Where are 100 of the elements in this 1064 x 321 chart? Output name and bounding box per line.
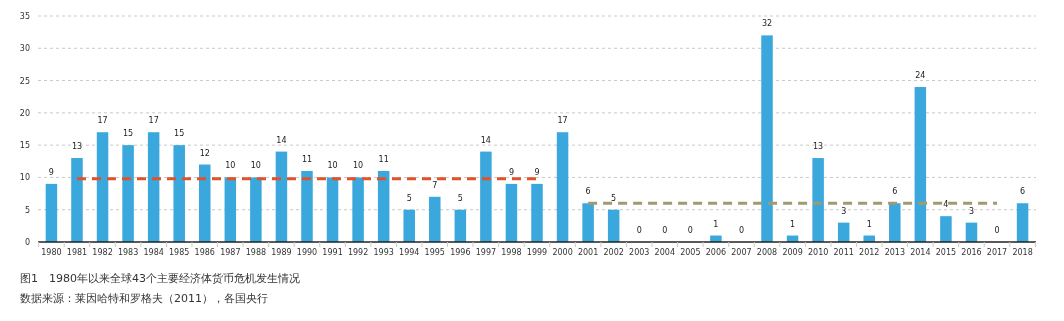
bar (199, 164, 211, 242)
data-label: 5 (457, 193, 463, 203)
x-tick-label: 2003 (629, 247, 650, 257)
x-tick-label: 2011 (833, 247, 854, 257)
x-tick-label: 2017 (986, 247, 1008, 257)
y-tick-label: 25 (19, 76, 30, 86)
data-label: 14 (480, 135, 491, 145)
data-label: 3 (841, 206, 847, 216)
x-tick-label: 1992 (347, 247, 369, 257)
x-tick-label: 1983 (117, 247, 139, 257)
data-label: 17 (97, 116, 108, 126)
x-tick-label: 2006 (705, 247, 727, 257)
data-label: 13 (813, 142, 824, 152)
y-tick-label: 10 (19, 173, 30, 183)
data-label: 17 (148, 116, 159, 126)
x-tick-label: 2004 (654, 247, 675, 257)
bar (326, 177, 339, 242)
x-tick-label: 1999 (526, 247, 548, 257)
x-tick-label: 2009 (782, 247, 803, 257)
data-label: 1 (713, 219, 719, 229)
bar (301, 170, 313, 242)
bar (505, 183, 518, 242)
data-label: 17 (557, 116, 568, 126)
x-tick-label: 1994 (399, 247, 420, 257)
data-label: 10 (225, 161, 236, 171)
data-label: 1 (790, 219, 796, 229)
caption: 图1 1980年以来全球43个主要经济体货币危机发生情况 (20, 272, 300, 285)
x-tick-label: 2010 (807, 247, 829, 257)
data-label: 12 (199, 148, 210, 158)
bar (582, 203, 594, 242)
x-tick-label: 1980 (41, 247, 62, 257)
data-label: 5 (406, 193, 412, 203)
data-label: 7 (432, 180, 438, 190)
y-tick-label: 15 (19, 141, 30, 151)
x-tick-label: 1981 (66, 247, 88, 257)
x-tick-label: 1997 (475, 247, 497, 257)
bar (812, 158, 824, 242)
x-tick-label: 2015 (935, 247, 957, 257)
bar (429, 196, 441, 242)
bar (914, 87, 927, 242)
x-tick-label: 1990 (296, 247, 318, 257)
bar (250, 177, 262, 242)
x-tick-label: 1995 (424, 247, 445, 257)
bar (454, 209, 467, 242)
data-label: 9 (48, 167, 54, 177)
data-label: 6 (585, 187, 591, 197)
bar (889, 203, 901, 242)
bar (531, 183, 543, 242)
x-tick-label: 2005 (680, 247, 701, 257)
x-tick-label: 2014 (910, 247, 931, 257)
x-tick-label: 1984 (143, 247, 164, 257)
x-tick-label: 1982 (92, 247, 113, 257)
x-tick-label: 1987 (220, 247, 241, 257)
data-label: 0 (662, 226, 668, 235)
bar (1016, 203, 1029, 242)
x-tick-label: 2001 (577, 247, 599, 257)
data-label: 10 (327, 161, 338, 171)
data-label: 10 (250, 161, 261, 171)
x-tick-label: 1988 (245, 247, 267, 257)
data-label: 9 (508, 167, 514, 177)
y-tick-label: 35 (19, 12, 30, 22)
x-tick-label: 1993 (373, 247, 394, 257)
x-tick-label: 2018 (1012, 247, 1033, 257)
x-tick-label: 2008 (756, 247, 778, 257)
bar (122, 145, 134, 242)
bar (224, 177, 237, 242)
data-label: 3 (968, 206, 975, 216)
data-label: 11 (378, 154, 389, 164)
bar (940, 216, 952, 242)
data-label: 0 (687, 226, 693, 235)
data-label: 6 (892, 187, 898, 197)
x-tick-label: 2000 (552, 247, 573, 257)
x-tick-label: 1998 (501, 247, 522, 257)
x-tick-label: 2007 (731, 247, 752, 257)
data-label: 13 (71, 142, 83, 152)
bar (173, 145, 185, 242)
x-tick-label: 2013 (884, 247, 905, 257)
data-label: 32 (761, 19, 773, 29)
source-note: 数据来源：莱因哈特和罗格夫（2011），各国央行 (20, 292, 268, 305)
data-label: 10 (353, 161, 364, 171)
data-label: 0 (636, 226, 642, 235)
x-tick-label: 1991 (322, 247, 343, 257)
data-label: 1 (866, 219, 872, 229)
bar (96, 132, 109, 242)
data-label: 15 (174, 129, 185, 139)
x-tick-label: 1989 (271, 247, 292, 257)
data-label: 15 (122, 129, 134, 139)
bar (403, 209, 415, 242)
data-label: 4 (943, 200, 949, 210)
data-label: 14 (276, 135, 287, 145)
bar (147, 132, 160, 242)
bar (275, 151, 288, 242)
bar (607, 209, 620, 242)
bar (761, 35, 773, 242)
y-tick-label: 5 (24, 205, 30, 215)
bar (352, 177, 364, 242)
bar (556, 132, 569, 242)
x-tick-label: 1985 (169, 247, 190, 257)
y-tick-label: 20 (19, 108, 30, 118)
data-label: 6 (1020, 187, 1026, 197)
